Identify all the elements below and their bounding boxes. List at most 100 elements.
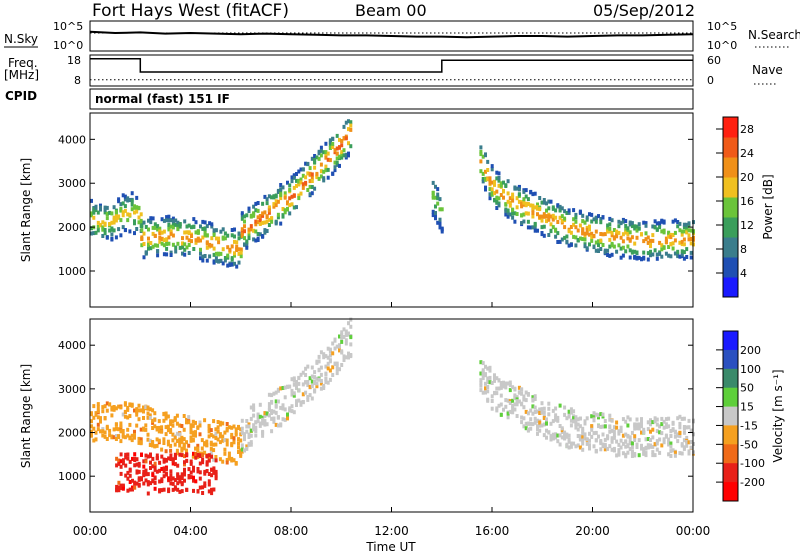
vel-band-3-cell — [517, 390, 521, 395]
power-band-1-cell — [233, 234, 236, 239]
vel-band-3-cell — [574, 418, 578, 423]
power-band-4-cell — [680, 242, 684, 247]
vel-band-3-cell — [536, 409, 539, 414]
vel-band-0-cell — [200, 438, 204, 443]
vel-band-3-cell — [488, 365, 492, 370]
vel-band-3-cell — [499, 402, 503, 407]
vel-band-1-cell — [189, 475, 193, 480]
power-band-1-cell — [212, 230, 216, 235]
vel-band-0-cell — [189, 438, 193, 443]
power-band-4-cell — [560, 237, 564, 242]
vel-band-1-cell — [192, 475, 195, 480]
vel-band-3-cell — [637, 422, 641, 427]
power-band-0-cell — [119, 218, 123, 223]
power-band-4-cell — [624, 249, 628, 254]
vel-band-1-cell — [155, 469, 159, 474]
power-band-1-cell — [181, 245, 184, 250]
power-band-4-cell — [563, 209, 567, 214]
vel-band-1-cell — [196, 467, 200, 471]
vel-band-2-cell — [338, 343, 341, 348]
power-band-2-cell — [243, 224, 246, 229]
power-band-2-cell — [328, 145, 332, 150]
power-band-4-cell — [633, 249, 637, 254]
vel-band-2-cell — [288, 408, 292, 413]
vel-band-2-cell — [254, 429, 258, 433]
velocity-ylabel: Slant Range [km] — [19, 364, 33, 468]
vel-band-3-cell — [551, 408, 555, 413]
vel-band-0-cell — [182, 414, 186, 418]
vel-band-0-cell — [225, 458, 229, 462]
power-band-3-cell — [434, 204, 437, 209]
vel-band-3-cell — [640, 430, 643, 435]
power-band-4-cell — [583, 234, 587, 239]
vel-band-0-cell — [230, 435, 234, 440]
vel-band-3-cell — [554, 435, 558, 440]
power-band-4-cell — [640, 257, 643, 262]
power-band-4-cell — [680, 252, 684, 257]
power-band-0-cell — [139, 212, 143, 217]
vel-band-3-cell — [558, 403, 562, 408]
vel-band-0-cell — [216, 437, 220, 442]
vel-band-3-cell — [511, 398, 515, 403]
vel-band-0-cell — [232, 458, 236, 463]
vel-band-0-cell — [119, 439, 123, 444]
vel-band-2-cell — [308, 384, 312, 389]
vel-band-2-cell — [292, 393, 296, 398]
vel-band-0-cell — [90, 424, 93, 429]
vel-band-1-cell — [142, 473, 146, 478]
vel-band-3-cell — [592, 411, 596, 416]
vel-band-3-cell — [678, 425, 682, 430]
vel-band-2-cell — [290, 409, 294, 414]
power-band-2-cell — [328, 158, 332, 163]
power-band-4-cell — [610, 218, 614, 223]
vel-band-3-cell — [608, 425, 612, 430]
vel-band-3-cell — [495, 376, 499, 381]
vel-band-0-cell — [101, 405, 105, 410]
power-band-3-cell — [440, 207, 444, 212]
power-band-0-cell — [101, 225, 105, 230]
vel-band-3-cell — [608, 417, 612, 422]
power-band-2-cell — [331, 145, 335, 149]
vel-band-1-cell — [162, 487, 166, 492]
power-band-0-cell — [103, 231, 107, 236]
vel-band-0-cell — [194, 431, 197, 436]
power-band-4-cell — [578, 236, 582, 241]
vel-band-0-cell — [205, 439, 209, 444]
power-band-2-cell — [344, 120, 348, 125]
vel-band-2-cell — [258, 423, 262, 428]
vel-band-2-cell — [272, 419, 276, 424]
vel-band-3-cell — [484, 364, 487, 369]
vel-band-3-cell — [588, 438, 591, 443]
vel-band-3-cell — [529, 417, 533, 422]
power-band-4-cell — [533, 225, 537, 230]
vel-band-3-cell — [635, 426, 639, 431]
vel-band-1-cell — [176, 463, 180, 468]
vel-band-2-cell — [281, 406, 285, 411]
vel-band-0-cell — [189, 423, 193, 428]
power-band-2-cell — [288, 187, 292, 192]
vel-band-2-cell — [331, 341, 335, 346]
vel-band-1-cell — [183, 478, 186, 483]
power-band-4-cell — [524, 203, 528, 208]
power-band-1-cell — [153, 222, 157, 227]
power-band-4-cell — [567, 208, 571, 213]
vel-band-3-cell — [624, 439, 628, 444]
vel-ytick-label: 3000 — [58, 383, 86, 396]
vel-band-3-cell — [617, 452, 621, 457]
vel-band-0-cell — [198, 420, 202, 425]
power-band-4-cell — [642, 256, 646, 261]
power-band-2-cell — [319, 148, 323, 153]
vel-band-0-cell — [157, 419, 161, 424]
vel-band-2-cell — [335, 344, 339, 349]
vel-band-0-cell — [133, 434, 136, 439]
vel-band-3-cell — [649, 418, 652, 423]
vel-band-2-cell — [245, 419, 249, 423]
power-band-0-cell — [121, 201, 125, 206]
vel-band-0-cell — [139, 427, 143, 432]
vel-band-2-cell — [249, 442, 253, 447]
power-band-1-cell — [217, 259, 221, 264]
vel-band-0-cell — [123, 402, 127, 407]
power-band-4-cell — [608, 222, 612, 227]
vel-band-3-cell — [585, 441, 589, 446]
vel-band-0-cell — [196, 425, 200, 430]
